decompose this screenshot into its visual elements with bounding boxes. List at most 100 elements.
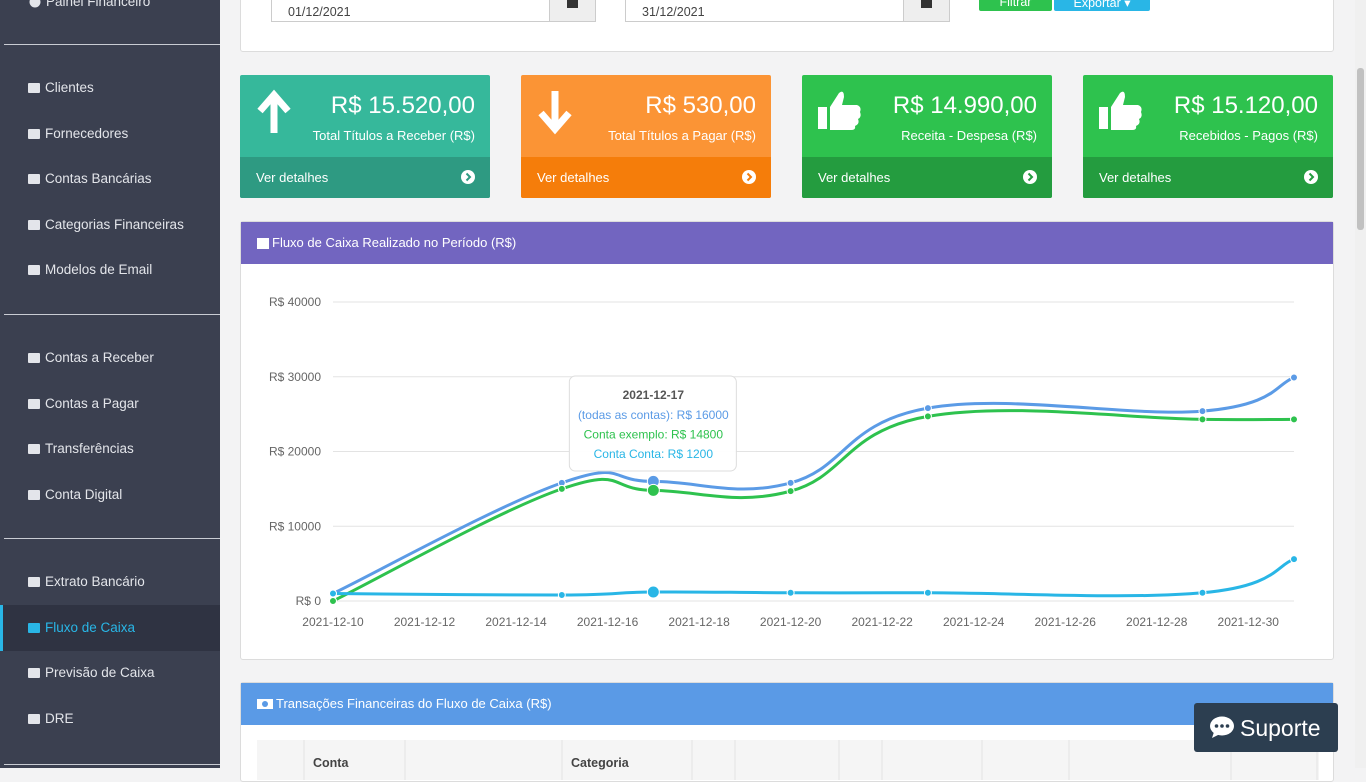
card-icon: [257, 89, 291, 133]
column-header[interactable]: Conta: [313, 756, 349, 770]
table-panel: Transações Financeiras do Fluxo de Caixa…: [240, 682, 1334, 782]
x-tick-label: 2021-12-24: [943, 615, 1005, 629]
sidebar-item[interactable]: Fornecedores: [27, 124, 128, 144]
tooltip-line: (todas as contas): R$ 16000: [578, 408, 729, 422]
sidebar-item[interactable]: Fluxo de Caixa: [27, 618, 135, 638]
card-label: Total Títulos a Pagar (R$): [608, 128, 756, 143]
sidebar-item[interactable]: Modelos de Email: [27, 260, 152, 280]
icon: [567, 0, 578, 8]
table-panel-header: Transações Financeiras do Fluxo de Caixa…: [241, 683, 1333, 725]
sidebar-item[interactable]: DRE: [27, 709, 74, 729]
x-tick-label: 2021-12-18: [668, 615, 730, 629]
end-date-input[interactable]: 31/12/2021: [625, 0, 950, 22]
x-tick-label: 2021-12-28: [1126, 615, 1188, 629]
y-tick-label: R$ 20000: [269, 445, 321, 459]
card-icon: [818, 91, 861, 130]
x-tick-label: 2021-12-16: [577, 615, 639, 629]
icon: [921, 0, 932, 8]
sidebar-item-label: Contas a Receber: [45, 350, 154, 365]
card-footer[interactable]: Ver detalhes: [240, 157, 490, 198]
data-point: [923, 404, 932, 413]
button-label: Filtrar: [999, 0, 1032, 9]
y-tick-label: R$ 0: [296, 594, 322, 608]
x-tick-label: 2021-12-30: [1218, 615, 1280, 629]
icon: [28, 577, 40, 587]
chart-panel: Fluxo de Caixa Realizado no Período (R$)…: [240, 221, 1334, 660]
data-point: [786, 487, 795, 496]
chevron-circle: [461, 170, 475, 184]
filter-button[interactable]: Filtrar: [979, 0, 1052, 11]
chart-panel-title: Fluxo de Caixa Realizado no Período (R$): [272, 235, 517, 250]
summary-card: R$ 530,00 Total Títulos a Pagar (R$) Ver d…: [521, 75, 771, 198]
icon-shape: [28, 128, 40, 139]
start-date: 01/12/2021: [288, 5, 351, 19]
card-label: Recebidos - Pagos (R$): [1179, 128, 1318, 143]
data-point: [923, 412, 932, 421]
sidebar-item[interactable]: Contas Bancárias: [27, 169, 152, 189]
sidebar-title-text: Painel Financeiro: [46, 0, 151, 9]
icon: [257, 238, 269, 249]
y-tick-label: R$ 40000: [269, 295, 321, 309]
data-point: [646, 585, 660, 599]
card-footer[interactable]: Ver detalhes: [802, 157, 1052, 198]
sidebar-item[interactable]: Categorias Financeiras: [27, 215, 184, 235]
button-label: Exportar: [1073, 0, 1121, 10]
calendar-button[interactable]: [549, 0, 595, 21]
sidebar-item-label: Extrato Bancário: [45, 574, 145, 589]
icon-shape: [28, 444, 40, 454]
icon-shape: [28, 398, 40, 409]
scrollbar[interactable]: [1355, 0, 1366, 768]
active-bar: [0, 604, 3, 651]
scrollbar-thumb[interactable]: [1357, 68, 1364, 230]
sidebar-item[interactable]: Contas a Pagar: [27, 394, 139, 414]
sidebar-item[interactable]: Conta Digital: [27, 485, 122, 505]
sidebar-item-label: Fornecedores: [45, 125, 129, 141]
filter-panel: 01/12/2021 31/12/2021 Filtrar Exportar ▾: [240, 0, 1334, 52]
x-tick-label: 2021-12-14: [485, 615, 547, 629]
sidebar-item-label: DRE: [45, 710, 74, 726]
arrow-down: [538, 91, 572, 135]
card-icon: [538, 91, 572, 135]
sidebar-item-label: Conta Digital: [45, 486, 123, 502]
icon: [28, 622, 40, 633]
calendar-button[interactable]: [903, 0, 949, 21]
card-footer[interactable]: Ver detalhes: [521, 157, 771, 198]
column-header[interactable]: Categoria: [571, 756, 630, 770]
card-value: R$ 15.120,00: [1173, 92, 1318, 119]
support-button[interactable]: Suporte: [1194, 703, 1338, 752]
chevron-circle: [1304, 170, 1318, 184]
sidebar-item[interactable]: Contas a Receber: [27, 348, 154, 368]
chevron-icon: [1304, 170, 1318, 184]
sidebar-item[interactable]: Clientes: [27, 78, 94, 98]
chevron-icon: [742, 170, 756, 184]
export-button[interactable]: Exportar ▾: [1054, 0, 1150, 11]
divider: [4, 764, 220, 765]
card-label: Receita - Despesa (R$): [901, 128, 1037, 143]
icon-shape: [28, 489, 40, 500]
sidebar-item-label: Fluxo de Caixa: [45, 619, 136, 635]
card-footer[interactable]: Ver detalhes: [1083, 157, 1333, 198]
icon-shape: [28, 353, 40, 363]
start-date-input[interactable]: 01/12/2021: [271, 0, 596, 22]
data-point: [329, 589, 337, 598]
sidebar-item-label: Clientes: [45, 80, 94, 95]
sidebar-item[interactable]: Previsão de Caixa: [27, 663, 155, 683]
sidebar-title[interactable]: Painel Financeiro: [28, 0, 150, 12]
data-point: [1198, 407, 1207, 416]
table-panel-title: Transações Financeiras do Fluxo de Caixa…: [276, 696, 552, 711]
sidebar-item-label: Transferências: [45, 441, 134, 456]
data-point: [1198, 588, 1207, 597]
data-point: [1290, 373, 1298, 382]
card-link: Ver detalhes: [256, 170, 329, 185]
x-tick-label: 2021-12-26: [1034, 615, 1096, 629]
chevron-circle: [742, 170, 756, 184]
series-line: [332, 557, 1295, 598]
sidebar-item[interactable]: Extrato Bancário: [27, 572, 145, 592]
card-label: Total Títulos a Receber (R$): [312, 128, 475, 143]
sidebar-item[interactable]: Transferências: [27, 439, 134, 459]
summary-card: R$ 15.120,00 Recebidos - Pagos (R$) Ver de…: [1083, 75, 1333, 198]
series-line: [332, 409, 1295, 603]
sidebar: Painel Financeiro Clientes Fornecedores Co…: [0, 0, 220, 768]
tooltip-box: [568, 375, 737, 472]
arrow-up: [257, 89, 291, 133]
